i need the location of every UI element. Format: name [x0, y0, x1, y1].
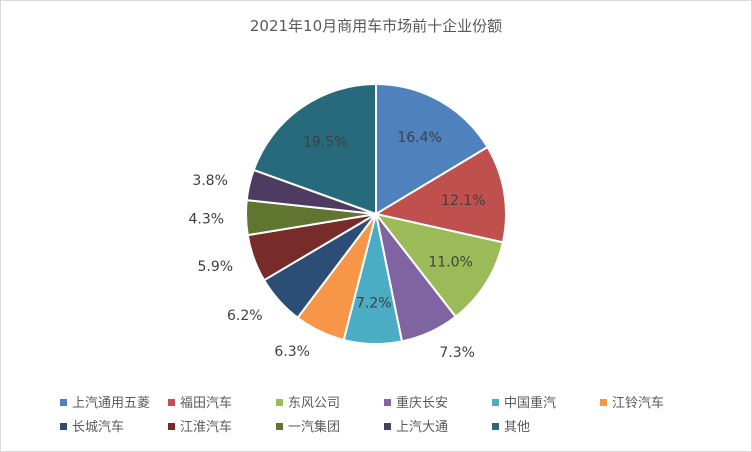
legend-label: 上汽大通 [396, 420, 449, 435]
legend-label: 重庆长安 [396, 396, 449, 411]
data-label: 5.9% [198, 259, 234, 275]
data-label: 19.5% [303, 135, 347, 151]
legend-label: 长城汽车 [72, 420, 125, 435]
pie-slice [373, 145, 507, 244]
legend-item: 重庆长安 [384, 392, 448, 411]
legend-label: 江淮汽车 [180, 420, 233, 435]
legend-swatch [384, 399, 391, 406]
legend-label: 江铃汽车 [612, 396, 665, 411]
legend-swatch [60, 399, 67, 406]
data-label: 16.4% [397, 130, 441, 146]
legend-item: 上汽通用五菱 [60, 392, 150, 411]
chart-title: 2021年10月商用车市场前十企业份额 [249, 17, 503, 35]
pie-slice [375, 82, 489, 216]
legend-label: 福田汽车 [180, 396, 233, 411]
legend-item: 上汽大通 [384, 416, 448, 435]
data-label: 4.3% [189, 211, 225, 227]
legend-swatch [60, 423, 67, 430]
data-label: 3.8% [192, 173, 228, 189]
legend-label: 中国重汽 [504, 396, 557, 411]
legend-item: 一汽集团 [276, 416, 340, 435]
legend-swatch [492, 399, 499, 406]
data-label: 12.1% [441, 193, 485, 209]
pie-slice [373, 212, 505, 319]
legend-label: 其他 [504, 420, 531, 435]
data-label: 6.3% [274, 344, 310, 360]
legend-item: 中国重汽 [492, 392, 556, 411]
legend-item: 长城汽车 [60, 416, 124, 435]
legend-item: 东风公司 [276, 392, 340, 411]
legend-swatch [276, 423, 283, 430]
legend-swatch [384, 423, 391, 430]
legend-label: 上汽通用五菱 [72, 396, 151, 411]
data-label: 7.2% [356, 295, 392, 311]
legend-item: 江铃汽车 [600, 392, 664, 411]
legend-item: 江淮汽车 [168, 416, 232, 435]
legend-swatch [276, 399, 283, 406]
legend-item: 其他 [492, 416, 530, 435]
legend-swatch [600, 399, 607, 406]
legend-label: 一汽集团 [288, 420, 341, 435]
data-label: 11.0% [428, 254, 472, 270]
legend-item: 福田汽车 [168, 392, 232, 411]
legend-swatch [168, 399, 175, 406]
legend-swatch [492, 423, 499, 430]
data-label: 6.2% [227, 308, 263, 324]
legend-label: 东风公司 [288, 396, 341, 411]
data-label: 7.3% [439, 345, 475, 361]
legend-swatch [168, 423, 175, 430]
pie-slice [252, 82, 377, 216]
